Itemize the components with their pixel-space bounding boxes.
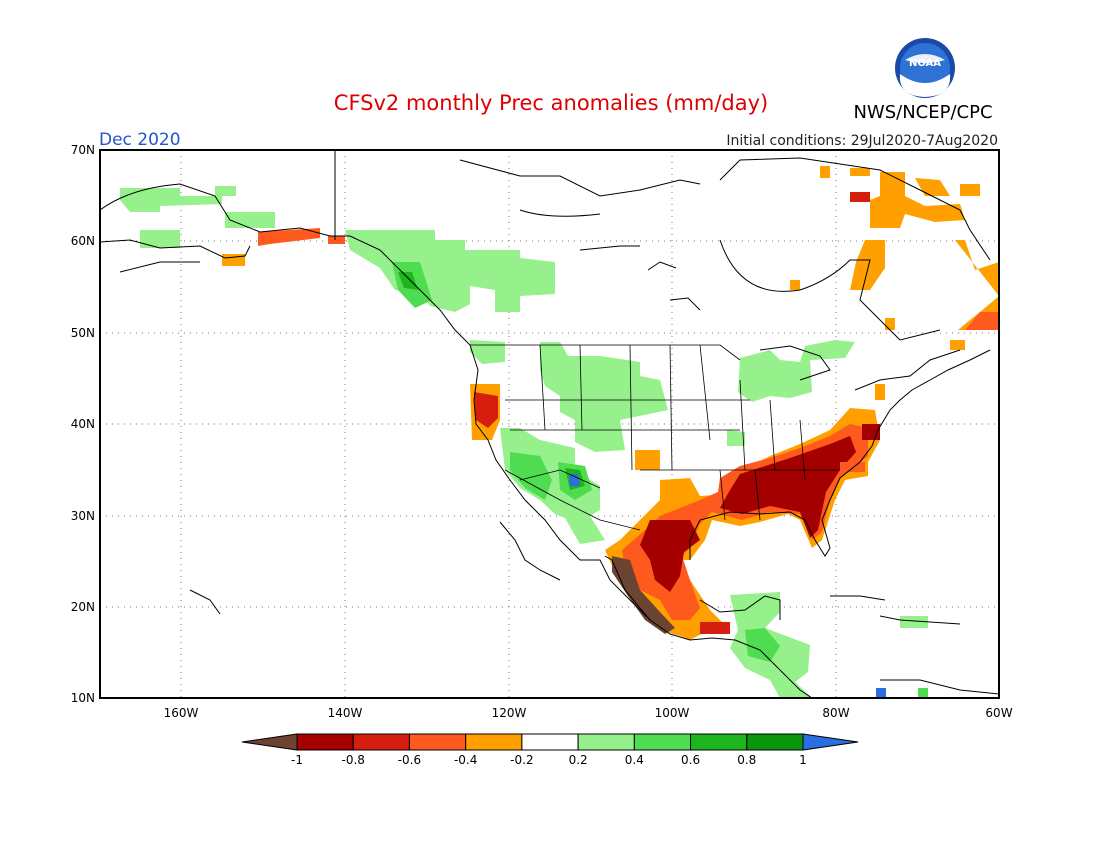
legend-swatch — [633, 733, 692, 751]
lat-label-40n: 40N — [71, 417, 95, 431]
lat-axis: 70N 60N 50N 40N 30N 20N 10N — [71, 143, 95, 705]
agency-label: NWS/NCEP/CPC — [853, 102, 992, 123]
legend-arrow-low — [241, 733, 298, 751]
month-label: Dec 2020 — [99, 130, 181, 150]
coastlines — [100, 150, 999, 698]
legend-tick-label: -0.6 — [398, 753, 421, 767]
legend-tick-label: -0.2 — [510, 753, 533, 767]
legend-tick-label: 0.4 — [625, 753, 644, 767]
dry-anomaly-regions — [222, 166, 999, 640]
legend-tick-label: 0.8 — [737, 753, 756, 767]
lon-label-80w: 80W — [822, 706, 849, 720]
lat-label-30n: 30N — [71, 509, 95, 523]
lon-label-160w: 160W — [164, 706, 199, 720]
wet-anomaly-regions — [120, 186, 928, 698]
lon-label-100w: 100W — [655, 706, 690, 720]
legend-tick-label: 1 — [799, 753, 807, 767]
legend-swatch — [465, 733, 523, 751]
legend-tick-label: -0.8 — [342, 753, 365, 767]
legend-swatch — [746, 733, 804, 751]
lon-axis: 160W 140W 120W 100W 80W 60W — [164, 706, 1013, 720]
initial-conditions: Initial conditions: 29Jul2020-7Aug2020 — [726, 133, 998, 149]
legend-swatch — [577, 733, 635, 751]
legend-swatch — [352, 733, 410, 751]
legend-tick-label: -1 — [291, 753, 303, 767]
lon-label-120w: 120W — [492, 706, 527, 720]
legend-arrow-high — [802, 733, 859, 751]
legend-swatch — [521, 733, 579, 751]
noaa-logo-icon: NOAA — [895, 38, 955, 98]
state-borders — [470, 344, 840, 531]
color-legend: -1 -0.8 -0.6 -0.4 -0.2 0.2 0.4 0.6 0.8 1 — [241, 733, 859, 767]
lat-label-50n: 50N — [71, 326, 95, 340]
chart-title: CFSv2 monthly Prec anomalies (mm/day) — [334, 91, 768, 115]
legend-swatch — [690, 733, 748, 751]
map-content — [100, 150, 999, 698]
lat-label-20n: 20N — [71, 600, 95, 614]
lon-label-140w: 140W — [328, 706, 363, 720]
logo-text: NOAA — [909, 58, 941, 69]
legend-tick-label: 0.2 — [569, 753, 588, 767]
lat-label-70n: 70N — [71, 143, 95, 157]
lon-label-60w: 60W — [985, 706, 1012, 720]
legend-swatch — [296, 733, 354, 751]
legend-tick-label: -0.4 — [454, 753, 477, 767]
legend-swatch — [408, 733, 467, 751]
lat-label-10n: 10N — [71, 691, 95, 705]
lat-label-60n: 60N — [71, 234, 95, 248]
legend-tick-label: 0.6 — [681, 753, 700, 767]
map-frame — [99, 149, 1000, 699]
